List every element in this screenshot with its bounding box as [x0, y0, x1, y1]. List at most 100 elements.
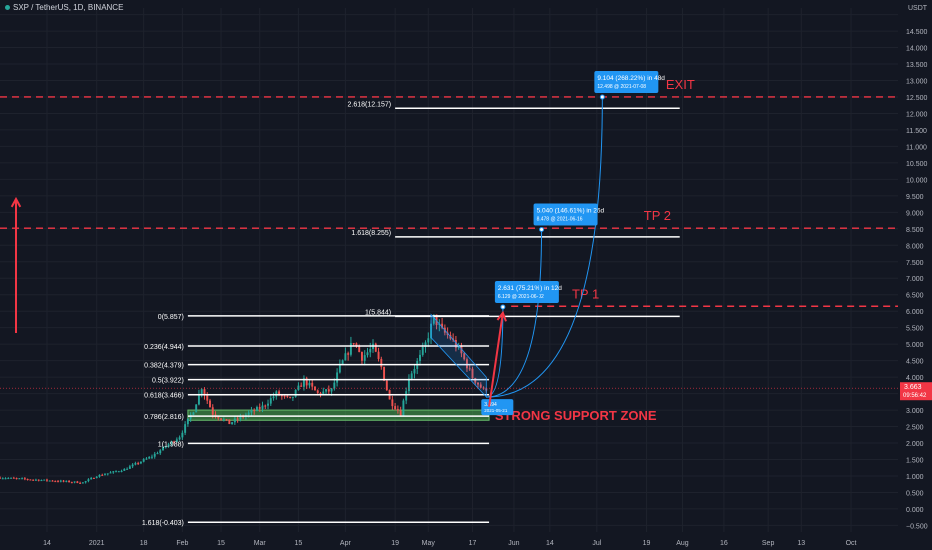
candle-body	[369, 349, 372, 353]
fib-label: 0.236(4.944)	[144, 344, 184, 351]
price-tick: 6.000	[906, 309, 924, 316]
arrows	[10, 196, 507, 407]
fib-ext-label: 1(5.844)	[365, 309, 391, 316]
price-axis-unit: USDT	[908, 5, 928, 12]
candle-body	[186, 418, 189, 425]
price-tick: 8.000	[906, 243, 924, 250]
candle-body	[109, 472, 112, 474]
candle-body	[407, 378, 410, 392]
candle-body	[330, 388, 333, 392]
candle-body	[95, 476, 98, 479]
candle-body	[424, 342, 427, 348]
candle-body	[181, 432, 184, 438]
candle-body	[421, 347, 424, 355]
candle-body	[341, 360, 344, 365]
time-tick: 19	[643, 540, 651, 547]
candle-body	[134, 463, 137, 465]
price-tick: −0.500	[906, 523, 928, 530]
candle-body	[374, 343, 377, 352]
time-axis: 14 2021 18 Feb 15 Mar 15 Apr 19 May 17 Jun 14 Jul 19 Au…	[0, 532, 932, 550]
candle-body	[120, 470, 123, 472]
candle-body	[269, 398, 272, 404]
candle-body	[48, 480, 51, 482]
live-dot-icon	[5, 5, 10, 11]
candle-body	[291, 396, 294, 398]
left-arrow-head	[10, 196, 22, 208]
candle-body	[261, 405, 264, 409]
time-tick: 15	[295, 540, 303, 547]
projection-box	[533, 203, 598, 226]
fib-label: 0.618(3.466)	[144, 393, 184, 400]
fib-ext-label: 1.618(8.255)	[351, 230, 391, 237]
candle-body	[195, 404, 198, 413]
candle-body	[286, 395, 289, 397]
candle-body	[278, 391, 281, 396]
fib-label: 0.382(4.379)	[144, 363, 184, 370]
candle-body	[4, 478, 7, 480]
candle-body	[319, 392, 322, 395]
price-tick: 2.000	[906, 441, 924, 448]
price-tick: 5.500	[906, 326, 924, 333]
projection-box	[594, 71, 659, 94]
candle-body	[225, 419, 228, 421]
projection-curves: 2.631 (75.21%) in 12d 6.129 @ 2021-06-02 5…	[481, 71, 665, 416]
candle-body	[355, 343, 358, 346]
candle-body	[239, 416, 242, 420]
time-tick: 2021	[89, 540, 105, 547]
candle-body	[305, 378, 308, 386]
candle-body	[327, 389, 330, 392]
projection-box	[494, 280, 559, 303]
projection-point	[500, 304, 506, 310]
candle-body	[231, 422, 234, 425]
price-tick: 6.500	[906, 293, 924, 300]
time-tick: Jun	[508, 540, 519, 547]
time-tick: Mar	[254, 540, 267, 547]
candle-body	[12, 477, 15, 479]
candle-body	[380, 358, 383, 367]
candle-body	[211, 407, 214, 415]
price-tick: 7.500	[906, 260, 924, 267]
symbol-title: SXP / TetherUS, 1D, BINANCE	[5, 3, 123, 12]
candle-body	[209, 400, 211, 408]
candle-body	[471, 368, 474, 379]
price-tick: 0.500	[906, 490, 924, 497]
candle-body	[454, 339, 457, 348]
candle-body	[222, 419, 225, 421]
candle-body	[322, 391, 325, 395]
candle-body	[139, 461, 142, 464]
candle-body	[137, 463, 140, 465]
time-tick: May	[422, 540, 436, 547]
price-tick: 8.500	[906, 227, 924, 234]
candle-body	[280, 395, 283, 397]
candle-body	[84, 481, 87, 483]
candle-body	[283, 395, 286, 397]
target-name: EXIT	[666, 77, 695, 92]
price-tick: 10.500	[906, 161, 928, 168]
candle-body	[479, 384, 482, 388]
candle-body	[29, 479, 32, 481]
candle-body	[0, 477, 1, 479]
symbol-line: SXP / TetherUS, 1D, BINANCE	[13, 3, 124, 12]
fib-extension: 1(5.844) 1.618(8.255) 2.618(12.157)	[348, 101, 680, 318]
candle-body	[54, 481, 57, 483]
price-tick: 0.000	[906, 507, 924, 514]
candle-body	[272, 396, 275, 399]
fib-label: 1(1.988)	[158, 441, 184, 448]
time-tick: Aug	[676, 540, 689, 547]
candle-body	[128, 466, 131, 469]
current-price: 3.663	[904, 384, 922, 391]
candle-body	[316, 390, 319, 393]
candle-body	[192, 412, 195, 415]
candle-body	[349, 343, 352, 355]
support-zone: STRONG SUPPORT ZONE	[187, 408, 657, 423]
candle-body	[115, 471, 118, 473]
candle-body	[289, 396, 292, 398]
candle-body	[26, 478, 29, 480]
candle-body	[383, 366, 386, 381]
price-tick: 13.000	[906, 79, 928, 86]
candle-body	[236, 418, 239, 420]
candle-body	[1, 478, 4, 480]
fib-label: 0.786(2.816)	[144, 414, 184, 421]
